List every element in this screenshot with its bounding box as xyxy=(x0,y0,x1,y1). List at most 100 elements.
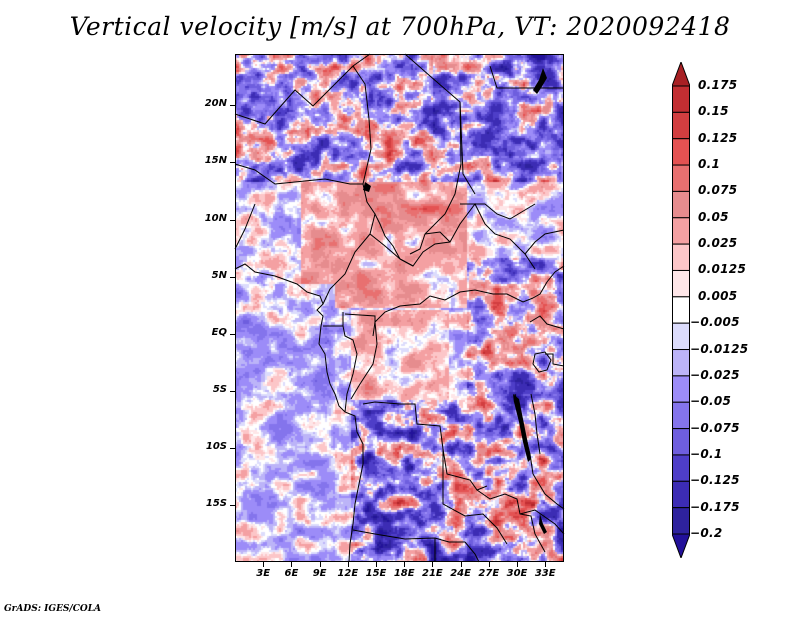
lake-tanganyika xyxy=(513,394,531,462)
lon-tick xyxy=(488,562,490,567)
colorbar-swatch xyxy=(672,322,690,351)
lon-tick xyxy=(432,562,434,567)
border-car-south xyxy=(374,289,534,323)
lat-tick xyxy=(230,504,235,506)
colorbar-label: 0.005 xyxy=(698,288,738,303)
colorbar-label: −0.0125 xyxy=(690,341,749,356)
lake-nasser xyxy=(533,68,547,94)
lat-tick xyxy=(230,333,235,335)
lon-label: 33E xyxy=(534,568,556,579)
lon-label: 9E xyxy=(312,568,327,579)
colorbar-label: −0.075 xyxy=(690,420,740,435)
colorbar-swatch xyxy=(672,401,690,430)
colorbar-label: 0.125 xyxy=(698,130,738,145)
colorbar-swatch xyxy=(672,507,690,535)
colorbar-label: −0.125 xyxy=(690,473,740,488)
colorbar-swatch xyxy=(672,269,690,298)
lon-label: 12E xyxy=(337,568,359,579)
grads-credit: GrADS: IGES/COLA xyxy=(4,604,102,614)
colorbar-label: 0.175 xyxy=(698,78,738,92)
border-gabon xyxy=(323,312,358,413)
lon-label: 24E xyxy=(450,568,471,579)
colorbar-swatch xyxy=(672,111,690,140)
colorbar-swatches xyxy=(672,62,690,558)
border-drc-angola xyxy=(362,401,488,491)
border-chad-sudan xyxy=(409,101,462,255)
lat-tick xyxy=(230,390,235,392)
lon-label: 18E xyxy=(393,568,415,579)
border-namibia-botswana xyxy=(434,538,480,563)
lon-tick xyxy=(347,562,349,567)
colorbar-label: 0.0125 xyxy=(698,262,747,277)
lon-label: 27E xyxy=(478,568,500,579)
lon-label: 30E xyxy=(506,568,528,579)
coastline-west-africa xyxy=(234,263,364,563)
lat-tick xyxy=(230,219,235,221)
lon-tick xyxy=(263,562,265,567)
lat-label: 10N xyxy=(204,212,227,224)
colorbar-label: 0.075 xyxy=(698,183,738,198)
colorbar-label: −0.175 xyxy=(690,499,740,514)
lat-tick xyxy=(230,105,235,107)
lat-tick xyxy=(230,276,235,278)
colorbar-bottom-arrow xyxy=(672,533,690,558)
border-niger-nigeria xyxy=(234,163,363,185)
colorbar-swatch xyxy=(672,190,690,219)
lake-victoria xyxy=(532,351,552,373)
border-nigeria-cameroon xyxy=(234,203,414,305)
border-libya-niger xyxy=(234,53,371,125)
lon-tick xyxy=(291,562,293,567)
lon-tick xyxy=(517,562,518,567)
colorbar-label: −0.2 xyxy=(690,526,723,540)
colorbar-swatch xyxy=(672,375,690,403)
lon-tick xyxy=(404,562,406,567)
border-zambia-drc xyxy=(476,489,546,553)
colorbar-swatch xyxy=(672,85,690,113)
border-niger-chad xyxy=(352,65,376,215)
colorbar-label: −0.025 xyxy=(690,367,740,382)
lake-malawi xyxy=(539,514,547,534)
border-angola-zambia xyxy=(442,449,508,545)
colorbar-label: −0.05 xyxy=(690,394,732,409)
border-zambia-east xyxy=(519,473,565,535)
lon-label: 3E xyxy=(256,568,271,579)
lon-label: 21E xyxy=(422,568,443,579)
map-title: Vertical velocity [m/s] at 700hPa, VT: 2… xyxy=(69,12,731,41)
colorbar-swatch xyxy=(672,164,690,192)
lat-label: 10S xyxy=(205,440,227,452)
border-sudan-southsudan xyxy=(424,203,536,243)
colorbar-swatch xyxy=(672,296,690,324)
border-congo-drc xyxy=(350,321,378,400)
colorbar-label: 0.025 xyxy=(698,236,738,251)
colorbar-top-arrow xyxy=(672,62,690,87)
lon-tick xyxy=(319,562,321,567)
colorbar-swatch xyxy=(672,349,690,377)
lat-label: 20N xyxy=(204,98,227,110)
colorbar-swatch xyxy=(672,138,690,166)
vertical-velocity-field xyxy=(235,54,564,562)
lon-label: 15E xyxy=(365,568,387,579)
border-east-africa xyxy=(529,315,565,367)
colorbar-label: −0.1 xyxy=(690,446,723,461)
colorbar-swatch xyxy=(672,243,690,271)
lake-chad xyxy=(363,182,371,192)
lat-label: EQ xyxy=(211,326,227,338)
border-east xyxy=(489,65,565,299)
colorbar-label: 0.15 xyxy=(698,104,729,119)
border-angola-namibia xyxy=(352,529,465,543)
lon-tick xyxy=(460,562,462,567)
lat-label: 15S xyxy=(205,497,227,509)
border-car xyxy=(369,203,536,270)
country-boundaries xyxy=(234,53,565,563)
lat-label: 5N xyxy=(211,269,227,281)
lat-label: 15N xyxy=(204,155,227,167)
lat-tick xyxy=(230,162,235,164)
colorbar-swatch xyxy=(672,454,690,482)
map-plot-area xyxy=(234,53,565,563)
border-cameroon-congo xyxy=(344,313,376,337)
colorbar-swatch xyxy=(672,428,690,456)
colorbar-swatch xyxy=(672,217,690,245)
lon-tick xyxy=(545,562,547,567)
lon-label: 6E xyxy=(284,568,299,579)
colorbar-label: −0.005 xyxy=(690,315,740,330)
